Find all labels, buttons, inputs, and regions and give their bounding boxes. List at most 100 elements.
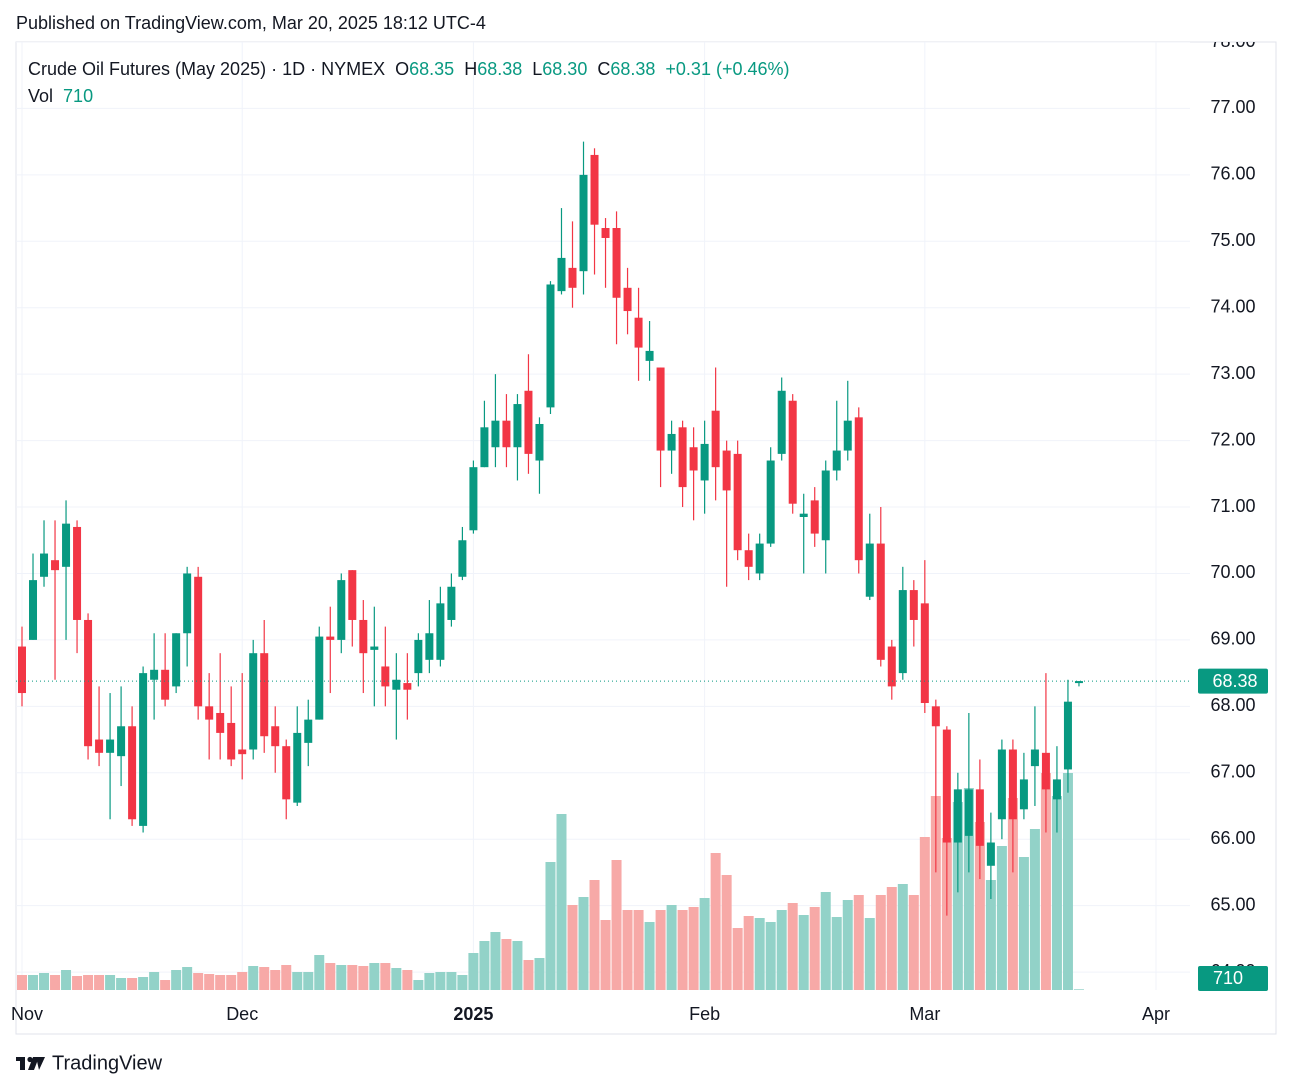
legend-vol: 710: [63, 86, 94, 106]
candle-body: [1041, 752, 1050, 790]
y-tick-label: 68.00: [1210, 695, 1255, 715]
candle-body: [1052, 779, 1061, 800]
legend-c: 68.38: [610, 59, 656, 79]
volume-bar: [644, 922, 655, 990]
volume-bar: [402, 970, 413, 990]
volume-box: [1198, 966, 1268, 991]
x-tick-label: Dec: [226, 1004, 258, 1024]
volume-bar: [578, 897, 589, 990]
volume-bar: [490, 932, 501, 990]
legend-o: 68.35: [409, 59, 455, 79]
candle-body: [293, 732, 302, 803]
candle-body: [326, 636, 335, 640]
x-tick-label: Mar: [909, 1004, 940, 1024]
volume-bar: [864, 918, 875, 990]
volume-bar: [534, 958, 545, 990]
candle-body: [579, 174, 588, 272]
volume-bar: [259, 967, 270, 990]
volume-bar: [853, 895, 864, 990]
volume-bar: [182, 967, 193, 990]
volume-bar: [50, 975, 61, 990]
volume-bar: [666, 905, 677, 990]
x-tick-label: Feb: [689, 1004, 720, 1024]
candle-body: [139, 673, 148, 826]
logo-shape: [20, 1057, 25, 1070]
time-axis: Nov Dec 2025 Feb Mar Apr: [11, 1004, 1170, 1024]
volume-bar: [369, 963, 380, 990]
candle-body: [843, 420, 852, 451]
logo-shape: [28, 1057, 39, 1070]
volume-bar: [743, 916, 754, 990]
legend-title: Crude Oil Futures (May 2025) · 1D · NYME…: [28, 59, 386, 79]
candle-body: [18, 646, 26, 694]
legend-h-label: H: [464, 59, 478, 79]
candle-body: [975, 789, 984, 846]
candle-body: [128, 726, 137, 820]
candle-body: [348, 570, 357, 620]
legend-row: Vol 710: [28, 83, 790, 110]
candle-body: [227, 722, 236, 760]
volume-bar: [974, 822, 985, 990]
candle-body: [249, 653, 258, 750]
y-tick-label: 65.00: [1210, 894, 1255, 914]
volume-bar: [688, 907, 699, 990]
candle-body: [40, 553, 49, 577]
y-tick-label: 66.00: [1210, 828, 1255, 848]
candle-body: [524, 390, 533, 454]
volume-bar: [94, 975, 105, 990]
candle-body: [29, 580, 38, 640]
volume-bar: [721, 875, 732, 990]
candle-body: [205, 706, 214, 720]
candle-body: [744, 550, 753, 567]
candle-body: [898, 590, 907, 674]
legend-vol-label: Vol: [28, 86, 54, 106]
volume-bar: [710, 853, 721, 990]
y-tick-label: 73.00: [1210, 363, 1255, 383]
candle-body: [997, 749, 1006, 820]
candle-body: [953, 789, 962, 843]
volume-label: 710: [1213, 968, 1243, 988]
volume-bar: [435, 972, 446, 990]
volume-bar: [39, 973, 50, 990]
volume-bar: [567, 905, 578, 990]
y-tick-label: 78.00: [1210, 31, 1255, 51]
candle-body: [931, 706, 940, 727]
volume-bar: [1051, 796, 1062, 990]
volume-bar: [1073, 989, 1084, 990]
candle-body: [876, 543, 885, 660]
candle-body: [964, 789, 973, 836]
candle-body: [271, 726, 280, 747]
volume-bar: [347, 965, 358, 990]
volume-bar: [204, 974, 215, 990]
volume-bar: [380, 963, 391, 990]
volume-bar: [138, 977, 149, 990]
last-price-box: [1198, 668, 1268, 694]
x-tick-label: 2025: [453, 1004, 493, 1024]
legend-l-label: L: [532, 59, 543, 79]
candle-body: [799, 513, 808, 517]
volume-bar: [1018, 857, 1029, 990]
volume-bar: [842, 900, 853, 990]
volume-bar: [776, 910, 787, 990]
volume-bar: [17, 975, 27, 990]
candle-body: [821, 470, 830, 541]
volume-bar: [622, 910, 633, 990]
volume-bar: [457, 975, 468, 990]
volume-bar: [523, 960, 534, 990]
y-tick-label: 72.00: [1210, 429, 1255, 449]
chart-frame: [15, 41, 1277, 1035]
volume-bar: [105, 975, 116, 990]
volume-bar: [325, 963, 336, 990]
volume-bar: [72, 976, 83, 990]
volume-bar: [479, 941, 490, 990]
volume-bar: [908, 895, 919, 990]
candle-body: [436, 603, 445, 660]
y-tick-label: 67.00: [1210, 762, 1255, 782]
candle-body: [1074, 681, 1083, 684]
candle-body: [689, 447, 698, 471]
volume-bar: [237, 972, 248, 990]
candle-body: [392, 679, 401, 690]
candle-body: [51, 560, 60, 571]
y-tick-label: 70.00: [1210, 562, 1255, 582]
volume-bar: [831, 917, 842, 990]
